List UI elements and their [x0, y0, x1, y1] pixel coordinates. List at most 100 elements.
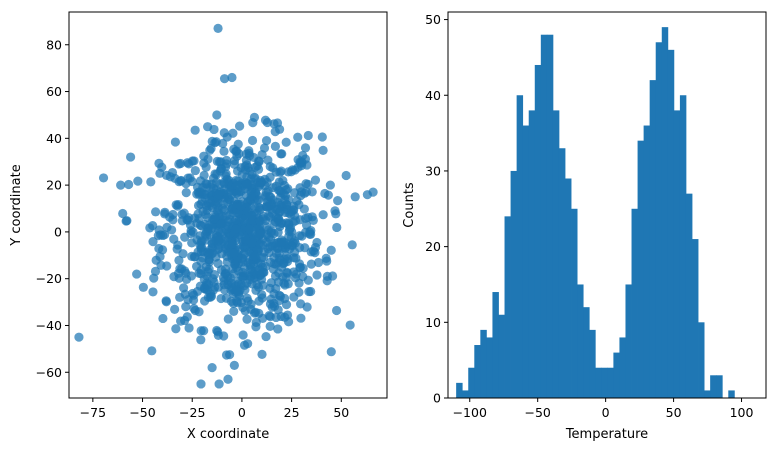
scatter-point: [244, 148, 254, 158]
histogram-frame: [447, 11, 767, 399]
scatter-point: [235, 121, 245, 131]
scatter-xtick-label: 0: [238, 405, 246, 420]
scatter-point: [246, 299, 256, 309]
scatter-point: [186, 271, 197, 281]
histogram-bar: [456, 382, 463, 398]
scatter-point: [232, 180, 242, 191]
scatter-point: [241, 155, 251, 166]
scatter-point: [258, 211, 269, 221]
scatter-point: [179, 208, 189, 218]
histogram-bar: [625, 284, 632, 398]
scatter-point: [262, 117, 272, 128]
scatter-point: [219, 128, 229, 138]
scatter-point: [148, 236, 158, 247]
scatter-point: [228, 128, 238, 138]
scatter-point: [331, 209, 341, 219]
scatter-xlabel: X coordinate: [187, 427, 269, 442]
scatter-point: [205, 145, 215, 155]
histogram-bar: [728, 390, 735, 398]
scatter-yticks: −60 −40 −20 0 20 40 60 80: [36, 37, 69, 380]
histogram-ytick-label: 20: [425, 239, 441, 254]
scatter-point: [209, 124, 219, 135]
scatter-point: [229, 144, 239, 154]
scatter-point: [296, 299, 306, 309]
scatter-point: [118, 208, 128, 219]
scatter-point: [202, 205, 212, 216]
scatter-point: [211, 235, 221, 245]
histogram-xticks: −100 −50 0 50 100: [453, 398, 754, 420]
scatter-ytick-label: 0: [54, 224, 62, 239]
scatter-point: [184, 323, 194, 333]
scatter-point: [300, 143, 311, 153]
scatter-point: [170, 304, 180, 314]
scatter-point: [345, 320, 355, 330]
scatter-point: [181, 302, 191, 312]
scatter-point: [223, 314, 233, 324]
histogram-ytick-label: 0: [433, 391, 441, 406]
histogram-bar: [571, 208, 578, 398]
scatter-ylabel: Y coordinate: [9, 164, 24, 246]
scatter-point: [270, 127, 280, 137]
scatter-point: [116, 180, 126, 190]
scatter-point: [250, 173, 260, 183]
scatter-point: [254, 265, 264, 276]
histogram-bar: [607, 367, 614, 398]
scatter-point: [274, 248, 284, 258]
scatter-point: [308, 215, 318, 225]
scatter-point: [167, 225, 177, 235]
scatter-point: [193, 209, 203, 219]
scatter-point: [255, 203, 265, 213]
scatter-point: [274, 185, 284, 195]
scatter-point: [158, 313, 168, 324]
histogram-bar: [601, 367, 608, 398]
scatter-point: [244, 224, 254, 234]
scatter-point: [297, 231, 307, 241]
scatter-point: [190, 252, 200, 262]
scatter-point: [227, 72, 237, 83]
scatter-point: [151, 255, 161, 265]
scatter-point: [249, 112, 260, 123]
scatter-point: [174, 159, 184, 169]
scatter-point: [173, 199, 183, 210]
scatter-point: [312, 270, 322, 280]
scatter-point: [282, 267, 292, 277]
scatter-point: [261, 222, 272, 232]
scatter-point: [218, 138, 228, 149]
scatter-xtick-label: 50: [333, 405, 349, 420]
scatter-point: [196, 335, 206, 345]
scatter-point: [241, 179, 251, 189]
histogram-bar: [698, 322, 705, 398]
scatter-point: [289, 236, 300, 246]
scatter-ytick-label: −40: [36, 318, 62, 333]
scatter-point: [296, 313, 306, 323]
scatter-point: [250, 251, 260, 261]
scatter-point: [213, 23, 223, 33]
histogram-bar: [468, 367, 475, 398]
scatter-point: [303, 130, 313, 141]
histogram-bar: [685, 193, 693, 398]
histogram-bar: [504, 216, 511, 398]
scatter-point: [255, 229, 265, 239]
scatter-point: [161, 296, 171, 306]
scatter-point: [270, 141, 280, 151]
histogram-bar: [462, 390, 469, 398]
scatter-point: [254, 296, 264, 306]
scatter-ytick-label: 40: [46, 131, 62, 146]
scatter-point: [350, 192, 360, 202]
scatter-xtick-label: −50: [129, 405, 155, 420]
histogram-bar: [565, 178, 572, 398]
histogram-bar: [510, 170, 518, 398]
scatter-point: [294, 259, 305, 269]
scatter-point: [206, 249, 216, 259]
scatter-point: [265, 321, 275, 331]
scatter-point: [277, 149, 287, 159]
scatter-point: [326, 245, 336, 255]
histogram-bar: [679, 95, 687, 398]
histogram-xtick-label: −100: [453, 405, 487, 420]
scatter-point: [154, 158, 164, 168]
scatter-point: [138, 282, 148, 292]
scatter-point: [178, 249, 188, 259]
scatter-point: [189, 303, 199, 314]
scatter-point: [266, 294, 276, 304]
